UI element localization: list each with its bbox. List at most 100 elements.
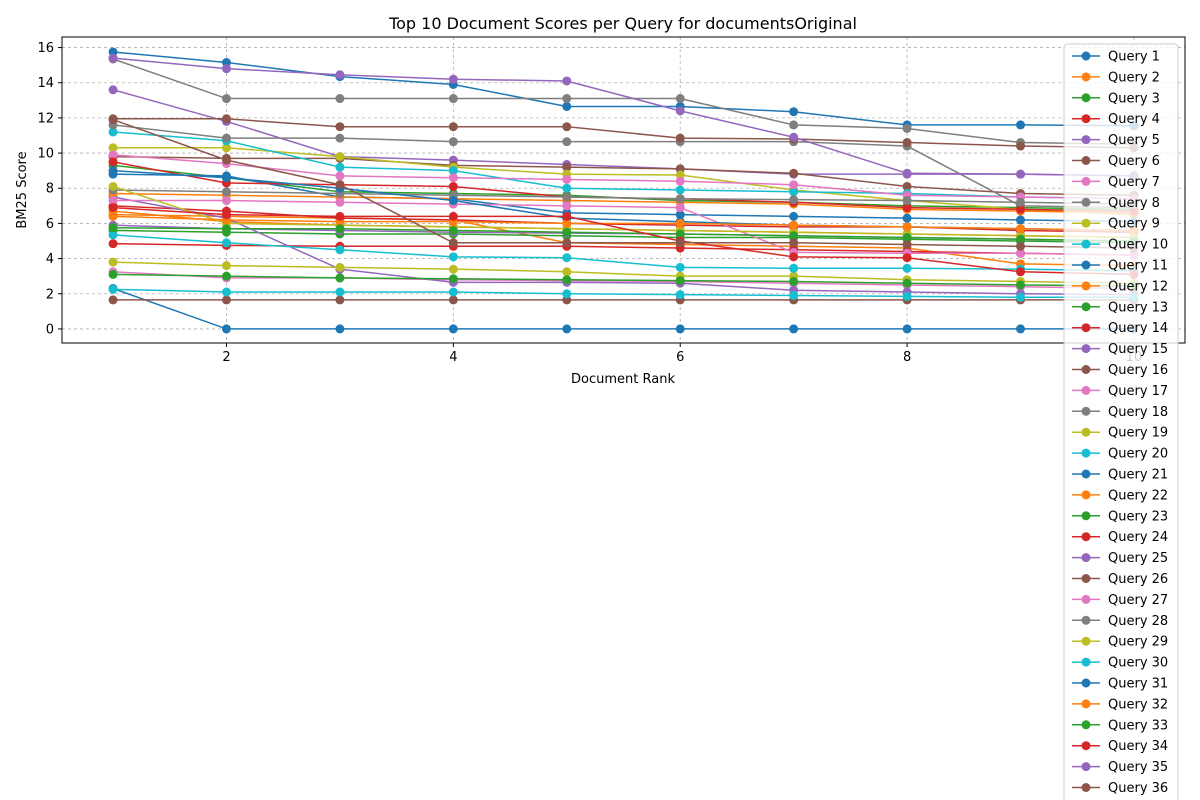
data-point bbox=[675, 106, 685, 116]
series-line bbox=[112, 154, 1134, 200]
series-line bbox=[112, 234, 1134, 272]
data-point bbox=[562, 174, 572, 184]
data-point bbox=[335, 295, 345, 305]
series-line bbox=[113, 213, 1134, 267]
data-point bbox=[902, 123, 912, 133]
data-point bbox=[562, 201, 572, 211]
series-line bbox=[113, 227, 1134, 242]
y-tick-label: 6 bbox=[46, 217, 54, 232]
data-point bbox=[902, 222, 912, 232]
data-point bbox=[221, 261, 231, 271]
legend-swatch-marker bbox=[1081, 218, 1091, 228]
series-line bbox=[113, 118, 1134, 149]
series-line bbox=[112, 185, 1134, 239]
legend-item: Query 18 bbox=[1072, 405, 1168, 420]
data-point bbox=[789, 291, 799, 301]
data-point bbox=[221, 324, 231, 334]
legend-swatch-marker bbox=[1081, 72, 1091, 82]
legend-label: Query 33 bbox=[1108, 718, 1168, 733]
series-line bbox=[113, 192, 1134, 214]
data-point bbox=[902, 324, 912, 334]
legend-label: Query 29 bbox=[1108, 635, 1168, 650]
series-line bbox=[112, 57, 1134, 177]
data-point bbox=[789, 107, 799, 117]
legend-label: Query 25 bbox=[1108, 551, 1168, 566]
data-point bbox=[1016, 224, 1026, 234]
data-point bbox=[675, 324, 685, 334]
legend-item: Query 27 bbox=[1072, 593, 1168, 608]
data-point bbox=[335, 287, 345, 297]
data-point bbox=[448, 225, 458, 235]
legend-label: Query 14 bbox=[1108, 321, 1168, 336]
legend-swatch-marker bbox=[1081, 239, 1091, 249]
legend-item: Query 10 bbox=[1072, 238, 1168, 253]
data-point bbox=[108, 181, 118, 191]
data-point bbox=[221, 64, 231, 74]
legend-item: Query 26 bbox=[1072, 572, 1168, 587]
legend-swatch-marker bbox=[1081, 490, 1091, 500]
legend-label: Query 15 bbox=[1108, 342, 1168, 357]
legend-swatch-marker bbox=[1081, 406, 1091, 416]
data-point bbox=[1016, 280, 1026, 290]
series-35 bbox=[108, 53, 1139, 181]
legend-swatch-marker bbox=[1081, 636, 1091, 646]
data-point bbox=[335, 122, 345, 132]
legend-item: Query 31 bbox=[1072, 677, 1168, 692]
data-point bbox=[221, 196, 231, 206]
series-1 bbox=[108, 47, 1139, 131]
legend-label: Query 17 bbox=[1108, 384, 1168, 399]
data-point bbox=[448, 211, 458, 221]
data-point bbox=[675, 164, 685, 174]
legend-item: Query 30 bbox=[1072, 656, 1168, 671]
data-point bbox=[108, 143, 118, 153]
y-axis-label: BM25 Score bbox=[15, 151, 30, 228]
legend-item: Query 4 bbox=[1072, 112, 1160, 127]
legend-item: Query 36 bbox=[1072, 781, 1168, 796]
data-point bbox=[448, 287, 458, 297]
legend-swatch-marker bbox=[1081, 176, 1091, 186]
series-line bbox=[112, 124, 1134, 209]
legend-swatch-marker bbox=[1081, 281, 1091, 291]
legend-item: Query 1 bbox=[1072, 50, 1160, 65]
data-point bbox=[675, 218, 685, 228]
data-point bbox=[108, 230, 118, 240]
series-line bbox=[112, 58, 1134, 146]
data-point bbox=[335, 224, 345, 234]
x-tick-label: 2 bbox=[222, 350, 230, 365]
legend-swatch-marker bbox=[1081, 741, 1091, 751]
legend-label: Query 24 bbox=[1108, 530, 1168, 545]
series-line bbox=[113, 271, 1134, 290]
data-point bbox=[448, 137, 458, 147]
x-tick-label: 4 bbox=[449, 350, 457, 365]
data-point bbox=[108, 196, 118, 206]
plot-frame bbox=[61, 36, 1186, 344]
data-point bbox=[108, 257, 118, 267]
data-point bbox=[221, 143, 231, 153]
series-line bbox=[112, 164, 1134, 211]
data-point bbox=[789, 263, 799, 273]
data-point bbox=[1016, 215, 1026, 225]
data-point bbox=[562, 324, 572, 334]
data-point bbox=[448, 238, 458, 248]
legend-swatch-marker bbox=[1081, 135, 1091, 145]
data-point bbox=[221, 155, 231, 165]
legend-item: Query 6 bbox=[1072, 154, 1160, 169]
data-point bbox=[789, 252, 799, 262]
data-point bbox=[335, 180, 345, 190]
legend-item: Query 29 bbox=[1072, 635, 1168, 650]
data-point bbox=[675, 170, 685, 180]
legend-item: Query 7 bbox=[1072, 175, 1160, 190]
data-point bbox=[108, 127, 118, 137]
data-point bbox=[675, 133, 685, 143]
data-point bbox=[789, 231, 799, 241]
legend-item: Query 2 bbox=[1072, 70, 1160, 85]
legend-label: Query 2 bbox=[1108, 70, 1160, 85]
data-point bbox=[902, 278, 912, 288]
data-point bbox=[108, 269, 118, 279]
series-line bbox=[113, 189, 1134, 205]
y-tick-label: 0 bbox=[46, 322, 54, 337]
data-point bbox=[221, 187, 231, 197]
legend-swatch-marker bbox=[1081, 448, 1091, 458]
legend-swatch-marker bbox=[1081, 114, 1091, 124]
legend-label: Query 19 bbox=[1108, 426, 1168, 441]
